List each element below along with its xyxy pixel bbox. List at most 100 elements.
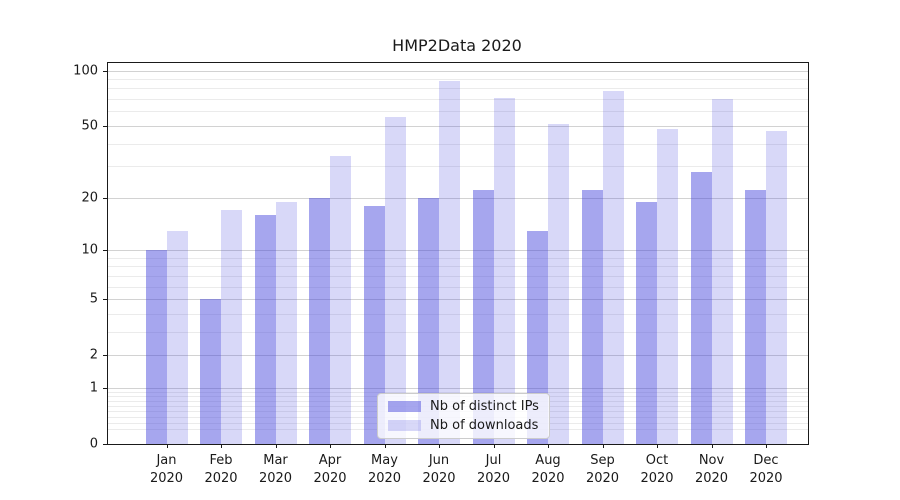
y-tick-5 bbox=[103, 299, 107, 301]
x-tick-label-jul: Jul 2020 bbox=[466, 452, 522, 487]
minor-gridline bbox=[108, 166, 808, 168]
legend: Nb of distinct IPs Nb of downloads bbox=[377, 393, 550, 439]
minor-gridline bbox=[108, 286, 808, 288]
x-tick-month: Jan bbox=[156, 453, 177, 468]
minor-gridline bbox=[108, 143, 808, 145]
x-tick-month: Aug bbox=[535, 453, 561, 468]
y-tick-label-2: 2 bbox=[89, 347, 98, 363]
x-tick-may bbox=[384, 444, 386, 448]
bar-downloads-jun bbox=[439, 80, 460, 444]
major-gridline-5 bbox=[108, 299, 808, 301]
minor-gridline bbox=[108, 79, 808, 81]
x-tick-month: Oct bbox=[645, 453, 669, 468]
bar-distinct-ips-may bbox=[363, 205, 385, 444]
y-tick-0 bbox=[103, 444, 107, 445]
bar-downloads-sep bbox=[602, 90, 624, 444]
minor-gridline bbox=[108, 313, 808, 315]
bar-distinct-ips-apr bbox=[309, 197, 330, 444]
bar-distinct-ips-jan bbox=[145, 250, 167, 444]
x-tick-label-jun: Jun 2020 bbox=[411, 452, 467, 487]
x-tick-month: Dec bbox=[753, 453, 779, 468]
bar-distinct-ips-aug bbox=[527, 230, 548, 444]
bar-downloads-aug bbox=[548, 124, 569, 444]
legend-swatch-downloads bbox=[388, 420, 421, 431]
x-tick-month: Sep bbox=[590, 453, 615, 468]
y-tick-1 bbox=[103, 387, 107, 389]
bar-downloads-jan bbox=[166, 230, 188, 444]
minor-gridline bbox=[108, 275, 808, 277]
bar-distinct-ips-jul bbox=[472, 190, 494, 444]
x-tick-month: Feb bbox=[209, 453, 233, 468]
bar-downloads-apr bbox=[330, 156, 351, 444]
x-tick-month: Jul bbox=[485, 453, 502, 468]
bar-downloads-feb bbox=[221, 210, 242, 444]
x-tick-label-may: May 2020 bbox=[357, 452, 413, 487]
x-tick-year: 2020 bbox=[422, 470, 456, 486]
x-tick-month: Apr bbox=[318, 453, 342, 468]
x-tick-year: 2020 bbox=[476, 470, 511, 486]
x-tick-month: Jun bbox=[428, 453, 450, 468]
minor-gridline bbox=[108, 392, 808, 394]
x-tick-month: Nov bbox=[698, 453, 725, 468]
x-tick-label-feb: Feb 2020 bbox=[193, 452, 249, 487]
bar-distinct-ips-sep bbox=[581, 190, 603, 444]
x-tick-year: 2020 bbox=[258, 470, 293, 486]
y-tick-label-50: 50 bbox=[81, 118, 98, 134]
minor-gridline bbox=[108, 257, 808, 259]
y-tick-100 bbox=[103, 70, 107, 72]
x-tick-aug bbox=[548, 444, 549, 448]
legend-swatch-distinct-ips bbox=[388, 401, 421, 412]
major-gridline-1 bbox=[108, 387, 808, 389]
legend-item-distinct-ips: Nb of distinct IPs bbox=[388, 400, 539, 413]
x-tick-year: 2020 bbox=[640, 470, 674, 486]
bar-downloads-may bbox=[384, 116, 406, 444]
major-gridline-50 bbox=[108, 125, 808, 127]
bar-distinct-ips-feb bbox=[200, 299, 221, 444]
minor-gridline bbox=[108, 99, 808, 101]
y-tick-10 bbox=[103, 250, 107, 251]
bar-downloads-oct bbox=[657, 129, 678, 444]
x-tick-year: 2020 bbox=[531, 470, 565, 486]
y-tick-label-10: 10 bbox=[81, 242, 98, 258]
bar-distinct-ips-oct bbox=[636, 201, 657, 444]
bar-distinct-ips-mar bbox=[254, 214, 276, 444]
x-tick-nov bbox=[711, 444, 713, 448]
minor-gridline bbox=[108, 111, 808, 113]
x-tick-sep bbox=[602, 444, 604, 448]
minor-gridline bbox=[108, 88, 808, 90]
x-tick-label-sep: Sep 2020 bbox=[575, 452, 631, 487]
bar-downloads-mar bbox=[275, 201, 297, 444]
bar-downloads-jul bbox=[493, 98, 515, 444]
bar-downloads-dec bbox=[766, 130, 787, 444]
x-tick-jan bbox=[166, 444, 168, 448]
x-tick-dec bbox=[766, 444, 767, 448]
x-tick-year: 2020 bbox=[367, 470, 402, 486]
x-tick-month: Mar bbox=[263, 453, 288, 468]
x-tick-label-dec: Dec 2020 bbox=[738, 452, 794, 487]
minor-gridline bbox=[108, 266, 808, 268]
legend-label-distinct-ips: Nb of distinct IPs bbox=[430, 399, 539, 414]
major-gridline-10 bbox=[108, 250, 808, 251]
bar-distinct-ips-nov bbox=[690, 171, 712, 444]
bar-downloads-nov bbox=[711, 99, 733, 444]
y-tick-label-0: 0 bbox=[89, 436, 98, 452]
x-tick-year: 2020 bbox=[585, 470, 620, 486]
major-gridline-2 bbox=[108, 355, 808, 357]
x-tick-label-nov: Nov 2020 bbox=[684, 452, 740, 487]
y-tick-label-1: 1 bbox=[89, 380, 98, 396]
x-tick-year: 2020 bbox=[694, 470, 729, 486]
bar-distinct-ips-dec bbox=[745, 190, 766, 444]
y-tick-20 bbox=[103, 197, 107, 199]
x-tick-jun bbox=[439, 444, 440, 448]
x-tick-label-aug: Aug 2020 bbox=[520, 452, 576, 487]
x-tick-label-mar: Mar 2020 bbox=[248, 452, 304, 487]
y-tick-label-5: 5 bbox=[89, 291, 98, 307]
x-tick-label-apr: Apr 2020 bbox=[302, 452, 358, 487]
minor-gridline bbox=[108, 331, 808, 333]
y-tick-label-20: 20 bbox=[81, 190, 98, 206]
y-tick-label-100: 100 bbox=[73, 63, 98, 79]
x-tick-oct bbox=[657, 444, 658, 448]
x-tick-year: 2020 bbox=[204, 470, 238, 486]
legend-item-downloads: Nb of downloads bbox=[388, 419, 539, 432]
